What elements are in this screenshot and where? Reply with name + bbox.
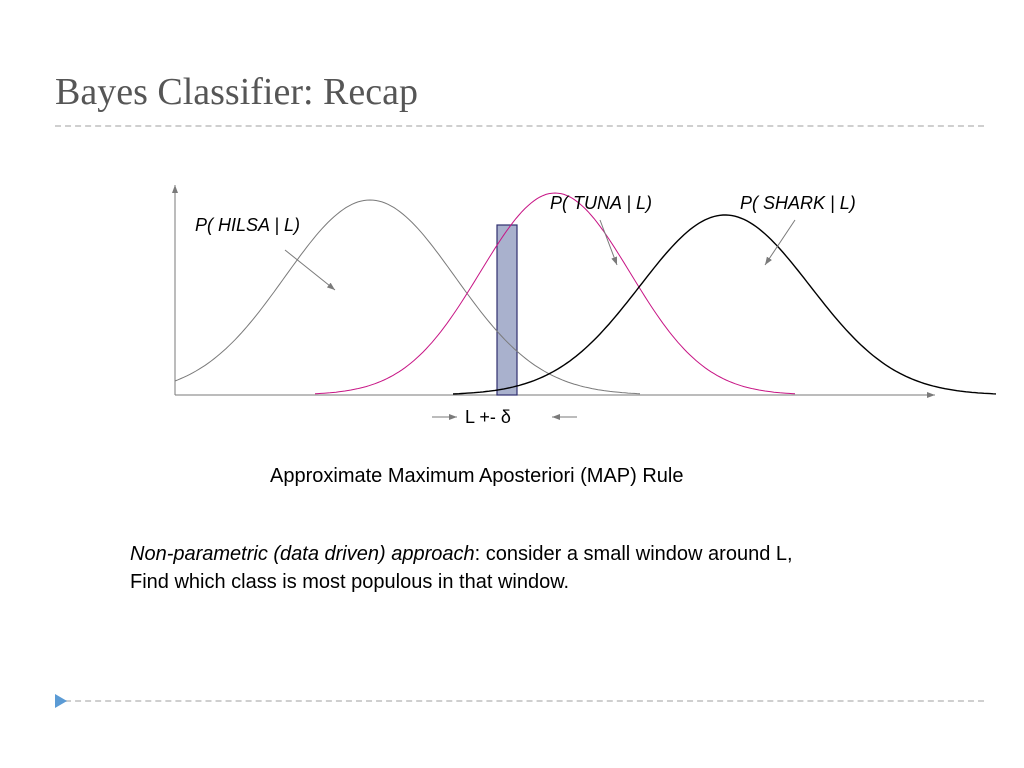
divider-bottom [55, 700, 984, 702]
label-hilsa: P( HILSA | L) [195, 215, 300, 236]
label-shark: P( SHARK | L) [740, 193, 856, 214]
divider-top [55, 125, 984, 127]
slide-marker-icon [55, 694, 69, 713]
label-tuna: P( TUNA | L) [550, 193, 652, 214]
map-rule-text: Approximate Maximum Aposteriori (MAP) Ru… [270, 465, 683, 488]
slide: Bayes Classifier: Recap P( HILSA | L) P(… [0, 0, 1024, 768]
page-title: Bayes Classifier: Recap [55, 70, 418, 114]
label-delta: L +- δ [465, 407, 511, 428]
body-text: Non-parametric (data driven) approach: c… [130, 540, 810, 596]
body-lead: Non-parametric (data driven) approach [130, 543, 475, 565]
bayes-chart: P( HILSA | L) P( TUNA | L) P( SHARK | L)… [155, 175, 935, 415]
